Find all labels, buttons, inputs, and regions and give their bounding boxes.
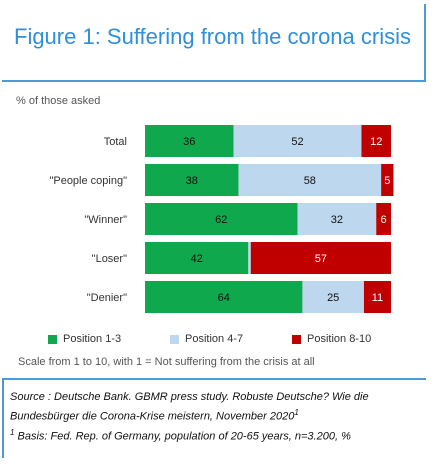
stacked-bar-chart: Total 36 52 12 "People coping" 38 58 5 "Winner" 6… — [49, 125, 394, 313]
legend-label: Position 4-7 — [185, 333, 244, 345]
chart-title: Figure 1: Suffering from the corona cris… — [14, 24, 411, 49]
bar-segment — [145, 164, 239, 196]
source-line-2-superscript: 1 — [294, 408, 299, 417]
legend-label: Position 1-3 — [63, 333, 122, 345]
legend-swatch — [170, 334, 179, 344]
scale-note: Scale from 1 to 10, with 1 = Not sufferi… — [18, 356, 315, 368]
category-label: "Denier" — [87, 292, 127, 304]
footnote-text: Basis: Fed. Rep. of Germany, population … — [14, 430, 351, 443]
bar-segment — [302, 281, 364, 313]
bar-segment — [361, 125, 391, 157]
bar-segment — [250, 242, 391, 274]
bar-segment — [145, 203, 298, 235]
source-line-2-text: Bundesbürger die Corona-Krise meistern, … — [10, 410, 295, 423]
data-label: 6 — [381, 214, 387, 226]
title-box: Figure 1: Suffering from the corona cris… — [2, 4, 426, 82]
category-label: "Loser" — [92, 253, 127, 265]
data-label: 36 — [183, 136, 195, 148]
bar-segment — [248, 242, 251, 274]
category-label: "Winner" — [84, 214, 127, 226]
legend-item: Position 4-7 — [170, 333, 243, 345]
bar-segment — [233, 125, 362, 157]
data-label: 62 — [215, 214, 227, 226]
legend-item: Position 1-3 — [48, 333, 121, 345]
bar-segment — [381, 164, 394, 196]
data-label: 25 — [327, 292, 339, 304]
data-label: 5 — [384, 175, 390, 187]
data-label: 58 — [304, 175, 316, 187]
bar-segment — [297, 203, 377, 235]
footnote-marker: 1 — [10, 427, 15, 437]
legend-swatch — [48, 334, 57, 344]
legend-label: Position 8-10 — [307, 333, 372, 345]
bar-segment — [363, 281, 391, 313]
bar-segment — [145, 281, 303, 313]
data-label: 64 — [218, 292, 230, 304]
y-axis-label: % of those asked — [16, 95, 101, 107]
bar-segment — [145, 242, 249, 274]
bar-segment — [238, 164, 382, 196]
data-label: 57 — [315, 253, 327, 265]
data-label: 42 — [191, 253, 203, 265]
footnote: 1 Basis: Fed. Rep. of Germany, populatio… — [10, 425, 420, 445]
source-line-2: Bundesbürger die Corona-Krise meistern, … — [10, 405, 420, 425]
category-label: "People coping" — [49, 175, 127, 187]
data-label: 52 — [291, 136, 303, 148]
category-label: Total — [104, 136, 127, 148]
data-label: 32 — [331, 214, 343, 226]
bar-segment — [376, 203, 391, 235]
legend-swatch — [292, 334, 301, 344]
legend: Position 1-3 Position 4-7 Position 8-10 — [0, 333, 434, 349]
data-label: 38 — [186, 175, 198, 187]
data-label: 11 — [372, 292, 383, 304]
data-label: 12 — [370, 136, 382, 148]
source-line-1: Source : Deutsche Bank. GBMR press study… — [10, 391, 369, 403]
legend-item: Position 8-10 — [292, 333, 371, 345]
bar-segment — [145, 125, 234, 157]
source-box: Source : Deutsche Bank. GBMR press study… — [2, 378, 426, 458]
